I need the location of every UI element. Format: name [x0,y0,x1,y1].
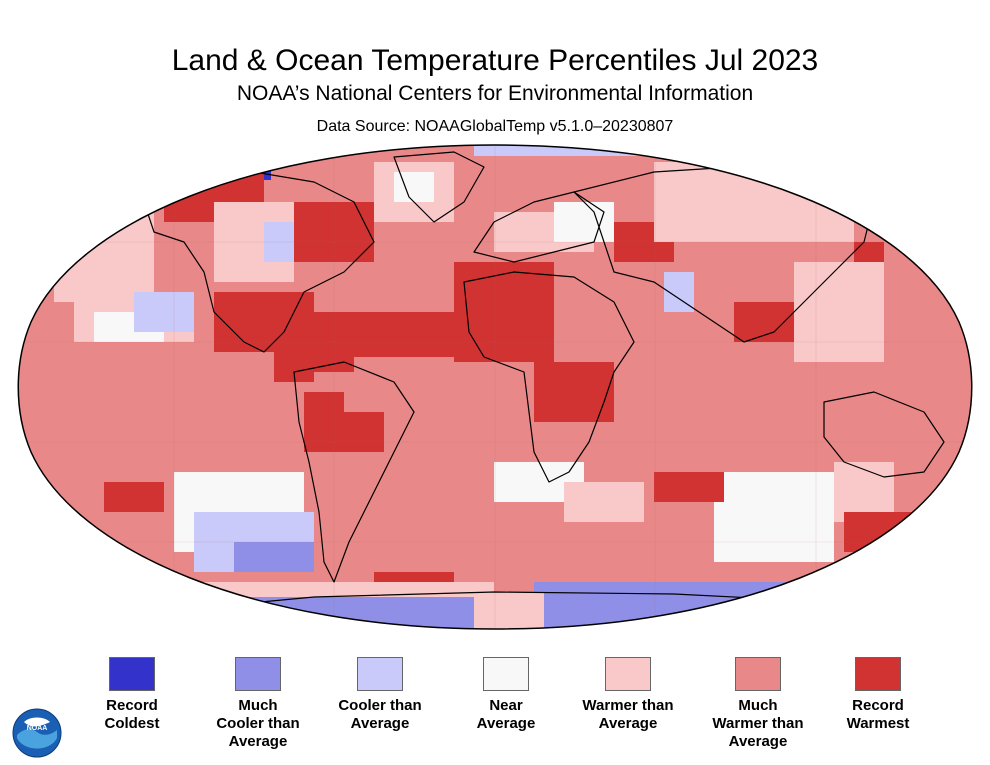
legend-label-cooler: Cooler than Average [338,697,422,732]
legend-swatch-record-warmest [855,657,901,691]
legend-swatch-record-coldest [109,657,155,691]
legend-swatch-much-warmer [735,657,781,691]
legend-swatch-near-average [483,657,529,691]
map-subtitle: NOAA’s National Centers for Environmenta… [236,82,754,105]
legend-item-record-warmest: Record Warmest [818,657,938,733]
legend-label-much-warmer: Much Warmer than Average [712,697,804,750]
legend-swatch-cooler [357,657,403,691]
svg-text:NOAA: NOAA [27,725,48,732]
legend-item-much-warmer: Much Warmer than Average [698,657,818,751]
legend-item-much-cooler: Much Cooler than Average [198,657,318,751]
legend-label-record-warmest: Record Warmest [846,697,910,732]
map-title: Land & Ocean Temperature Percentiles Jul… [171,44,819,77]
legend-item-near-average: Near Average [446,657,566,733]
legend-swatch-warmer [605,657,651,691]
legend-item-warmer: Warmer than Average [568,657,688,733]
legend-label-near-average: Near Average [476,697,536,732]
legend-item-cooler: Cooler than Average [320,657,440,733]
noaa-logo-icon: NOAA [12,708,62,758]
legend-label-much-cooler: Much Cooler than Average [216,697,300,750]
legend-label-record-coldest: Record Coldest [104,697,160,732]
legend-swatch-much-cooler [235,657,281,691]
legend-label-warmer: Warmer than Average [582,697,674,732]
legend-item-record-coldest: Record Coldest [72,657,192,733]
world-temperature-map [17,144,973,630]
data-source-label: Data Source: NOAAGlobalTemp v5.1.0–20230… [316,118,674,135]
